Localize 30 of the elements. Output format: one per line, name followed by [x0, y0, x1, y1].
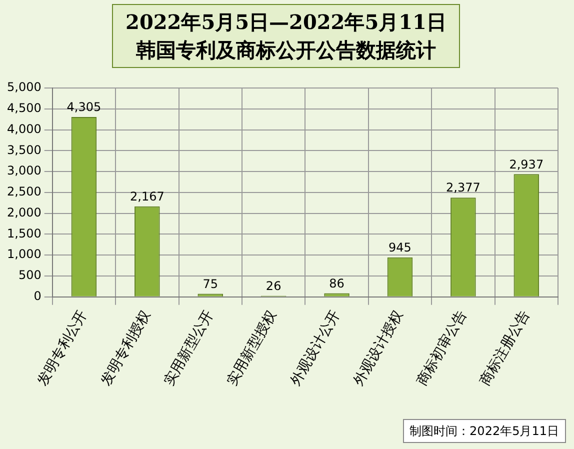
- y-tick-label: 5,000: [6, 80, 42, 94]
- y-tick-label: 3,500: [6, 142, 42, 157]
- y-tick-label: 0: [34, 288, 42, 303]
- x-tick-label: 商标注册公告: [477, 308, 534, 389]
- x-tick-label: 发明专利授权: [98, 308, 154, 389]
- x-tick-label: 发明专利公开: [34, 308, 91, 389]
- x-tick-label: 外观设计授权: [350, 308, 407, 389]
- y-tick-label: 1,000: [6, 247, 42, 262]
- x-tick-label: 实用新型授权: [224, 308, 280, 389]
- data-label: 4,305: [66, 100, 102, 114]
- chart-subtitle: 韩国专利及商标公开公告数据统计: [135, 37, 437, 64]
- y-tick-label: 2,500: [6, 184, 42, 199]
- x-tick-label: 实用新型公开: [161, 308, 217, 389]
- y-tick-label: 4,500: [6, 101, 42, 116]
- y-tick-label: 3,000: [6, 164, 42, 178]
- y-tick-label: 4,000: [6, 122, 42, 136]
- data-label: 26: [266, 278, 282, 293]
- text: 制图时间：2022年5月11日: [410, 423, 559, 439]
- data-label: 75: [202, 276, 218, 291]
- y-tick-label: 1,500: [6, 226, 42, 240]
- x-tick-label: 商标初审公告: [414, 308, 470, 389]
- y-tick-label: 2,000: [6, 205, 42, 220]
- data-label: 2,377: [446, 180, 480, 195]
- y-tick-label: 500: [18, 268, 42, 282]
- data-label: 2,167: [130, 189, 164, 204]
- chart-title: 2022年5月5日—2022年5月11日: [124, 9, 448, 36]
- data-label: 86: [329, 276, 344, 290]
- data-label: 945: [388, 240, 412, 255]
- x-tick-label: 外观设计公开: [288, 308, 344, 389]
- data-label: 2,937: [509, 157, 544, 172]
